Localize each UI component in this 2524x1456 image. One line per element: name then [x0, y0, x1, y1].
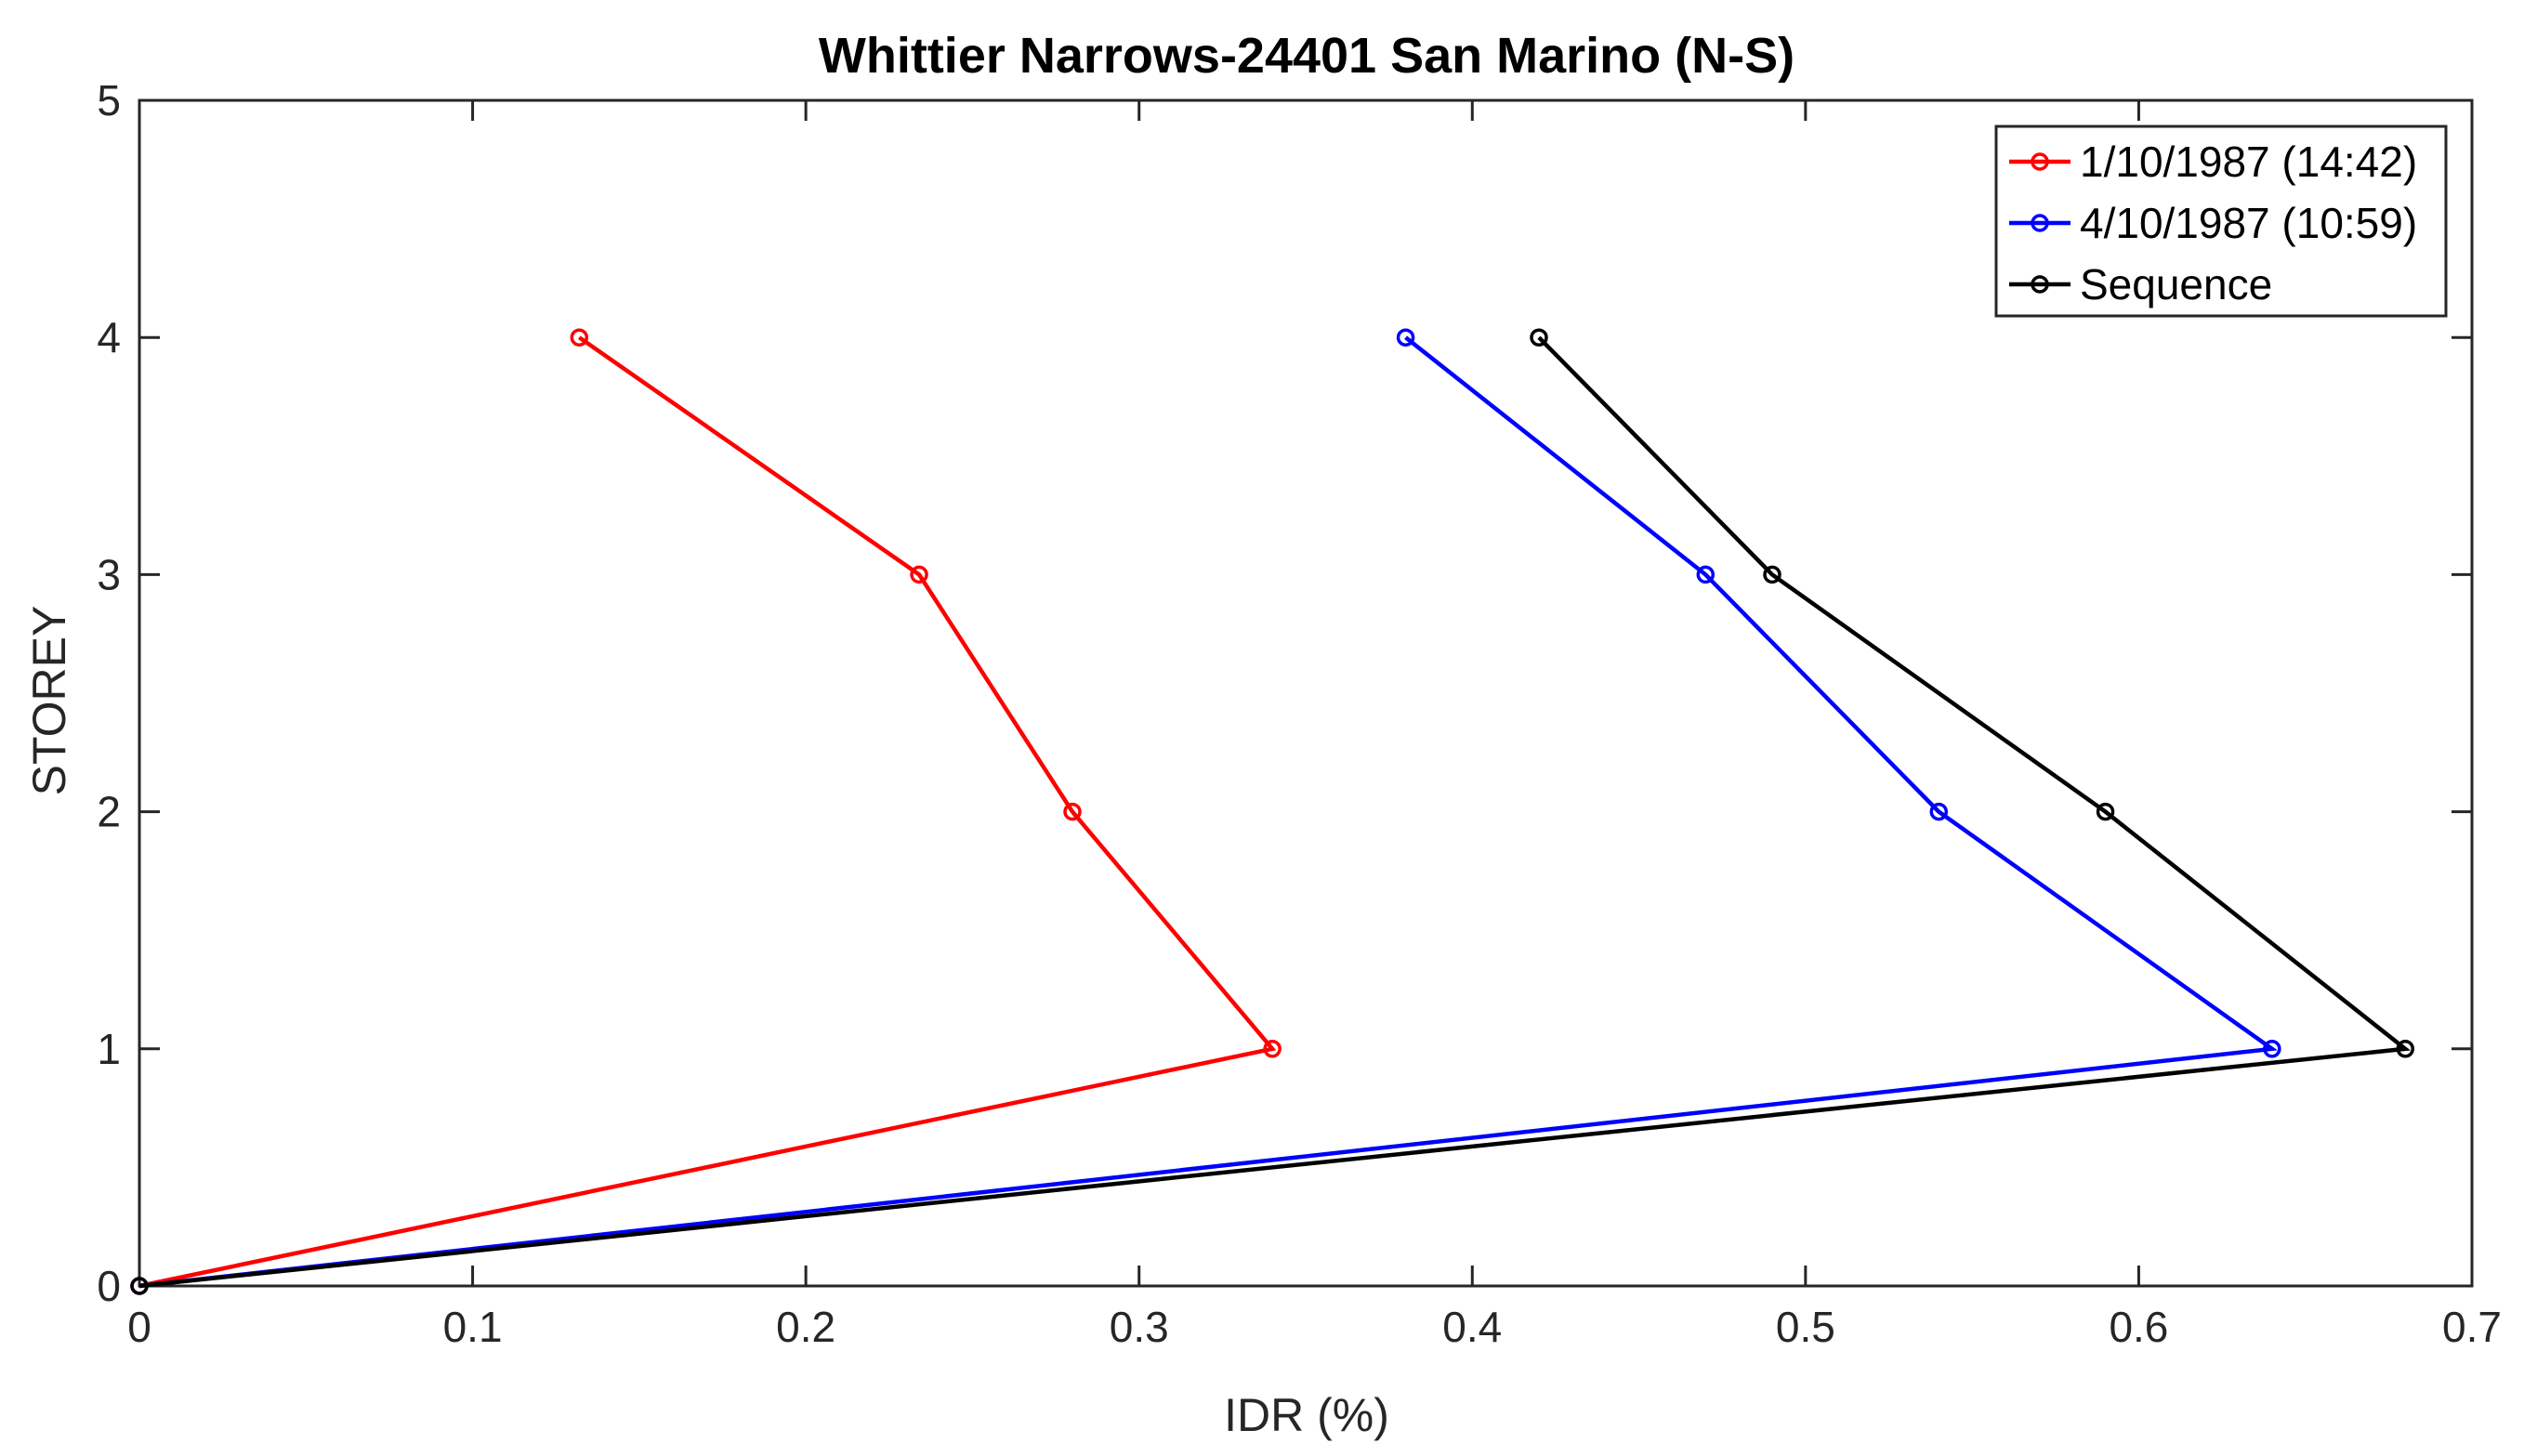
y-tick-label: 1: [97, 1025, 121, 1073]
data-point: [2263, 1040, 2281, 1058]
legend-marker: [2031, 275, 2049, 294]
data-point: [1396, 328, 1415, 347]
chart-title: Whittier Narrows-24401 San Marino (N-S): [819, 28, 1794, 84]
legend: 1/10/1987 (14:42) 4/10/1987 (10:59) Sequen…: [1994, 125, 2448, 318]
legend-marker: [2031, 214, 2049, 232]
y-axis-label: STOREY: [23, 606, 75, 796]
data-point: [910, 565, 928, 584]
data-point: [1063, 802, 1082, 821]
x-tick-label: 0.1: [443, 1303, 503, 1351]
data-point: [570, 328, 589, 347]
data-point: [2096, 802, 2115, 821]
data-point: [2396, 1040, 2415, 1058]
y-tick-label: 3: [97, 550, 121, 598]
data-point: [1696, 565, 1716, 584]
x-tick-label: 0.2: [776, 1303, 835, 1351]
series-line-0: [138, 335, 1277, 1289]
legend-box: [1994, 125, 2448, 318]
data-point: [1929, 802, 1949, 821]
x-tick-label: 0.3: [1110, 1303, 1169, 1351]
x-tick-label: 0.5: [1776, 1303, 1835, 1351]
y-tick-label: 5: [97, 76, 121, 125]
y-tick-label: 4: [97, 313, 121, 361]
data-point: [1763, 565, 1781, 584]
y-tick-label: 0: [97, 1262, 121, 1310]
legend-label: 4/10/1987 (10:59): [2080, 199, 2417, 247]
data-point: [1530, 328, 1548, 347]
x-tick-label: 0.4: [1442, 1303, 1502, 1351]
legend-label: 1/10/1987 (14:42): [2080, 138, 2417, 186]
x-tick-label: 0: [127, 1303, 151, 1351]
series-line-2: [138, 335, 2412, 1289]
legend-label: Sequence: [2080, 260, 2272, 308]
data-point: [130, 1277, 149, 1295]
x-tick-label: 0.6: [2109, 1303, 2168, 1351]
data-point: [1263, 1040, 1282, 1058]
x-axis-label: IDR (%): [1224, 1389, 1389, 1441]
x-tick-label: 0.7: [2442, 1303, 2502, 1351]
legend-marker: [2031, 152, 2049, 171]
series-line-1: [138, 335, 2278, 1289]
y-tick-label: 2: [97, 788, 121, 836]
